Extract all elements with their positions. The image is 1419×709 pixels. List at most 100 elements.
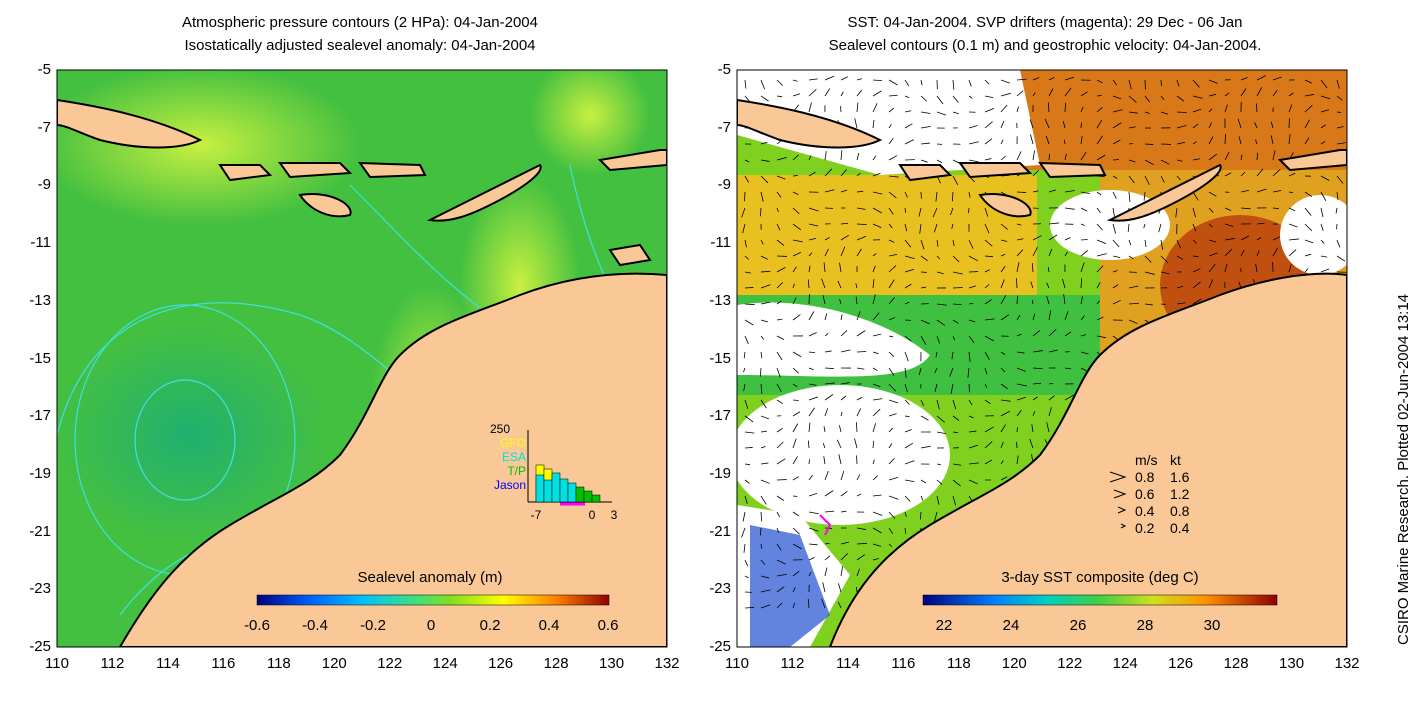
velocity-arrow [1000, 239, 1008, 242]
velocity-arrow [823, 456, 826, 465]
velocity-arrow [1320, 95, 1331, 100]
velocity-arrow [1000, 460, 1004, 465]
right-colorbar [922, 594, 1278, 606]
velocity-arrow [1288, 249, 1297, 257]
velocity-arrow [760, 191, 764, 202]
velocity-arrow [1240, 207, 1251, 210]
velocity-arrow [1112, 79, 1118, 86]
velocity-arrow [932, 207, 938, 218]
velocity-arrow [888, 107, 895, 113]
velocity-arrow [984, 367, 988, 375]
velocity-arrow [1048, 328, 1057, 337]
velocity-arrow [1000, 155, 1006, 161]
svg-text:1.2: 1.2 [1170, 486, 1190, 502]
velocity-arrow [856, 152, 860, 161]
velocity-arrow [888, 279, 895, 289]
svg-text:0.4: 0.4 [1135, 503, 1155, 519]
velocity-arrow [1032, 246, 1038, 257]
velocity-arrow [1032, 150, 1035, 161]
velocity-arrow [1320, 255, 1328, 258]
velocity-arrow [1256, 237, 1262, 241]
velocity-arrow [1192, 95, 1203, 99]
velocity-arrow [1029, 438, 1034, 449]
velocity-arrow [808, 311, 815, 321]
velocity-arrow [856, 554, 865, 561]
velocity-arrow [1304, 119, 1310, 129]
velocity-arrow [1000, 295, 1007, 305]
left-y-tick-label: -25 [29, 638, 51, 655]
velocity-arrow [904, 223, 908, 232]
velocity-arrow [1064, 207, 1075, 210]
velocity-arrow [840, 411, 843, 417]
velocity-arrow [760, 495, 767, 505]
velocity-arrow [742, 511, 746, 522]
right-x-tick-label: 132 [1334, 655, 1360, 672]
velocity-arrow [1080, 334, 1087, 337]
velocity-arrow [1000, 399, 1011, 402]
velocity-arrow [872, 440, 875, 449]
right-y-tick-label: -11 [710, 234, 731, 252]
velocity-arrow [1000, 279, 1005, 289]
velocity-arrow [824, 542, 830, 545]
velocity-arrow [1128, 239, 1132, 246]
velocity-arrow [1176, 175, 1181, 181]
velocity-arrow [1192, 158, 1200, 161]
velocity-arrow [1112, 270, 1118, 273]
velocity-arrow [984, 79, 990, 85]
velocity-arrow [1208, 136, 1214, 145]
velocity-arrow [952, 335, 956, 341]
velocity-arrow [1064, 190, 1075, 193]
left-x-tick-label: 132 [654, 655, 680, 672]
velocity-arrow [904, 207, 907, 213]
velocity-arrow [1256, 75, 1266, 81]
velocity-arrow [1096, 265, 1104, 273]
velocity-arrow [808, 332, 817, 337]
velocity-arrow [824, 189, 835, 193]
velocity-arrow [968, 285, 976, 289]
velocity-arrow [1064, 367, 1072, 370]
left-x-tick-label: 130 [599, 655, 625, 672]
velocity-arrow [1064, 251, 1068, 257]
velocity-arrow [1304, 104, 1313, 113]
svg-text:0.8: 0.8 [1135, 469, 1155, 485]
velocity-arrow [1000, 314, 1010, 321]
left-y-tick-label: -21 [29, 522, 51, 540]
velocity-arrow [856, 223, 867, 226]
velocity-arrow [936, 319, 946, 326]
velocity-arrow [1048, 248, 1053, 257]
velocity-arrow [808, 459, 810, 465]
velocity-arrow [1240, 235, 1250, 241]
velocity-arrow [920, 125, 931, 129]
velocity-arrow [888, 296, 895, 305]
velocity-arrow [760, 335, 765, 340]
velocity-arrow [904, 511, 907, 517]
velocity-arrow [1032, 92, 1036, 97]
velocity-legend: m/s kt 0.8 1.6 0.6 1.2 0.4 0.8 0.2 0.4 [1109, 452, 1190, 536]
velocity-arrow [1336, 255, 1346, 262]
velocity-arrow [968, 319, 976, 323]
right-map: m/s kt 0.8 1.6 0.6 1.2 0.4 0.8 0.2 0.4 [736, 69, 1348, 648]
velocity-arrow [824, 350, 832, 353]
velocity-arrow [935, 191, 938, 202]
velocity-arrow [1032, 77, 1040, 81]
velocity-arrow [1016, 90, 1024, 97]
velocity-arrow [968, 351, 971, 362]
velocity-arrow [840, 169, 847, 177]
svg-text:T/P: T/P [507, 464, 526, 478]
velocity-arrow [1192, 123, 1199, 129]
velocity-arrow [952, 431, 959, 434]
velocity-arrow [1208, 93, 1217, 97]
velocity-arrow [824, 367, 834, 369]
velocity-arrow [856, 474, 861, 481]
velocity-arrow [792, 411, 801, 417]
velocity-arrow [888, 443, 893, 449]
velocity-arrow [1062, 120, 1066, 129]
velocity-arrow [888, 175, 899, 178]
left-x-tick-label: 110 [45, 655, 69, 672]
velocity-arrow [792, 456, 798, 465]
velocity-arrow [856, 408, 861, 417]
velocity-arrow [984, 351, 990, 360]
velocity-arrow [1176, 79, 1180, 87]
velocity-arrow [934, 383, 938, 392]
velocity-arrow [951, 191, 954, 202]
